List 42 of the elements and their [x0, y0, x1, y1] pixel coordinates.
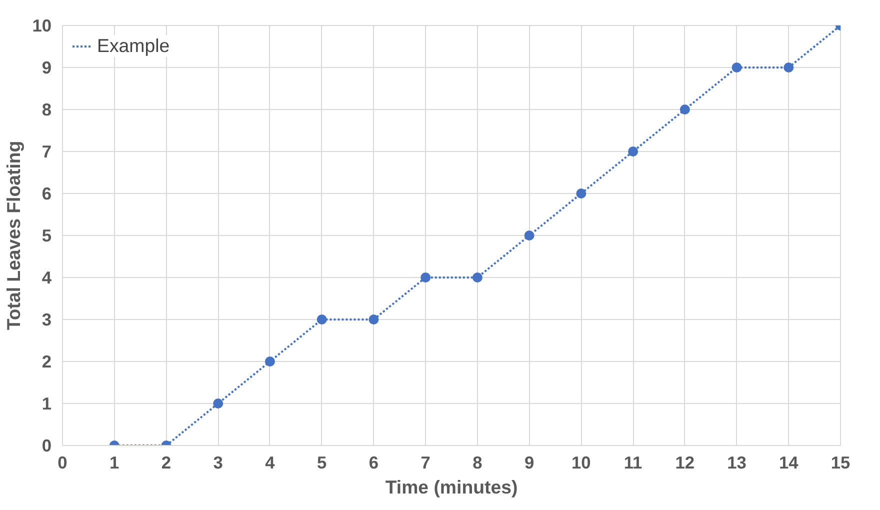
y-tick-label: 9: [42, 58, 52, 78]
x-tick-label: 14: [778, 452, 799, 472]
y-tick-label: 4: [42, 268, 52, 288]
point: [316, 314, 327, 324]
point: [420, 272, 431, 282]
x-tick-label: 15: [830, 452, 850, 472]
x-tick-label: 10: [572, 452, 591, 472]
x-tick-label: 11: [624, 452, 643, 472]
x-tick-label: 3: [213, 452, 224, 472]
y-tick-label: 6: [42, 184, 52, 204]
x-tick-label: 7: [420, 452, 430, 472]
point: [784, 62, 794, 72]
y-axis-title: Total Leaves Floating: [3, 140, 24, 330]
x-tick-label: 2: [161, 452, 172, 472]
y-tick-label: 3: [42, 310, 52, 330]
point: [680, 104, 690, 114]
x-tick-label: 4: [265, 452, 276, 472]
point: [472, 272, 482, 282]
point: [576, 188, 586, 198]
x-tick-label: 5: [317, 452, 328, 472]
point: [628, 146, 638, 156]
x-tick-label: 8: [472, 452, 483, 472]
point: [524, 230, 534, 240]
y-tick-label: 2: [42, 352, 52, 372]
point: [213, 398, 224, 408]
point: [368, 314, 379, 324]
x-tick-label: 12: [675, 452, 695, 472]
y-tick-label: 8: [42, 100, 52, 120]
legend-label: Example: [97, 35, 170, 57]
y-tick-label: 5: [42, 226, 52, 246]
y-tick-label: 10: [32, 16, 52, 36]
y-tick-label: 1: [42, 394, 52, 414]
y-tick-label: 0: [42, 436, 52, 456]
x-tick-label: 13: [727, 452, 747, 472]
point: [264, 356, 275, 366]
x-tick-label: 0: [58, 452, 68, 472]
point: [732, 62, 742, 72]
x-tick-label: 1: [110, 452, 120, 472]
x-axis-title: Time (minutes): [385, 476, 518, 498]
x-tick-label: 9: [524, 452, 534, 472]
x-tick-label: 6: [368, 452, 379, 472]
y-tick-label: 7: [42, 142, 52, 162]
